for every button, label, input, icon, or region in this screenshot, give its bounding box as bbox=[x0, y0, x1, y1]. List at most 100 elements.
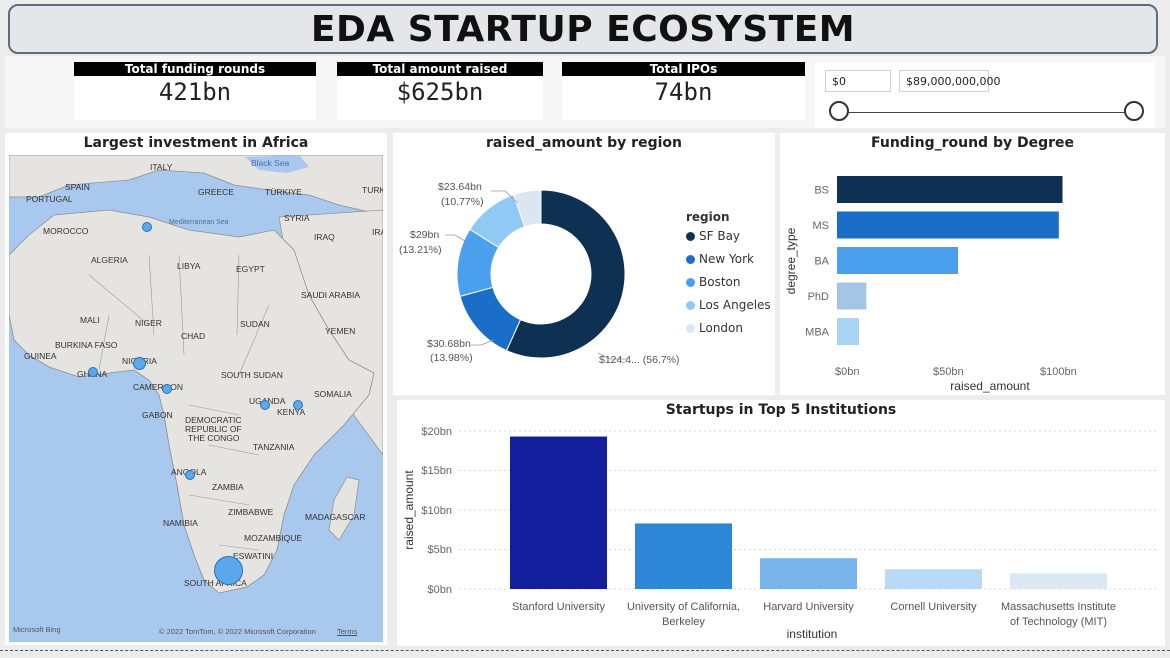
vbar-chart: $0bn $5bn $10bn $15bn $20bn Stanford Uni… bbox=[402, 426, 1157, 641]
africa-land-shape bbox=[9, 209, 375, 594]
slice-label: (10.77%) bbox=[441, 196, 484, 208]
y-axis-title: degree_type bbox=[784, 227, 798, 294]
donut-chart: $124.4... (56.7%) $30.68bn (13.98%) $29b… bbox=[399, 181, 680, 366]
slicer-min-input[interactable]: $0 bbox=[825, 70, 891, 92]
kpi-label: Total amount raised bbox=[337, 62, 543, 76]
callout-line bbox=[445, 234, 466, 242]
map-label: YEMEN bbox=[325, 326, 356, 336]
slicer-max-handle[interactable] bbox=[1124, 101, 1144, 121]
investment-bubble-algeria[interactable] bbox=[142, 222, 152, 232]
legend-swatch bbox=[686, 323, 695, 333]
y-tick: $20bn bbox=[421, 426, 452, 438]
kpi-value: 74bn bbox=[654, 78, 713, 106]
legend-item-boston[interactable]: Boston bbox=[686, 275, 740, 289]
investment-bubble-cameroon[interactable] bbox=[162, 384, 172, 394]
vbar-panel: Startups in Top 5 Institutions $0bn $5bn… bbox=[397, 400, 1165, 646]
kpi-value: 421bn bbox=[158, 78, 232, 106]
map-label: SPAIN bbox=[65, 182, 90, 192]
map-label: IRAQ bbox=[314, 232, 335, 242]
legend-swatch bbox=[686, 300, 695, 310]
legend-label: SF Bay bbox=[699, 229, 741, 243]
slicer-track[interactable] bbox=[839, 112, 1135, 113]
map-label: MALI bbox=[80, 315, 100, 325]
slicer-min-handle[interactable] bbox=[829, 101, 849, 121]
y-tick: $10bn bbox=[421, 505, 452, 517]
map-label: NAMIBIA bbox=[163, 518, 198, 528]
map-label: IRA bbox=[372, 227, 383, 237]
slicer-max-input[interactable]: $89,000,000,000 bbox=[899, 70, 1000, 92]
bar-institution-2[interactable] bbox=[635, 523, 732, 589]
callout-line bbox=[597, 352, 627, 360]
y-tick: BA bbox=[814, 256, 829, 268]
kpi-card-amount-raised: Total amount raised $625bn bbox=[337, 62, 543, 120]
map-label: SOMALIA bbox=[314, 389, 352, 399]
map-label: CHAD bbox=[181, 331, 206, 341]
map-label: MADAGASCAR bbox=[305, 512, 366, 522]
map-attribution: © 2022 TomTom, © 2022 Microsoft Corporat… bbox=[159, 627, 316, 636]
investment-bubble-ghana[interactable] bbox=[88, 367, 98, 377]
legend-item-london[interactable]: London bbox=[686, 321, 743, 335]
legend-item-los-angeles[interactable]: Los Angeles bbox=[686, 298, 771, 312]
map-label: EGYPT bbox=[236, 264, 265, 274]
bar-institution-5[interactable] bbox=[1010, 573, 1107, 589]
x-tick: Cornell University bbox=[890, 601, 977, 613]
map-label: SOUTH SUDAN bbox=[221, 370, 283, 380]
y-tick: MBA bbox=[805, 327, 830, 339]
legend-item-new-york[interactable]: New York bbox=[686, 252, 754, 266]
kpi-label: Total funding rounds bbox=[74, 62, 316, 76]
bar-institution-1[interactable] bbox=[510, 436, 607, 589]
map-label: THE CONGO bbox=[188, 433, 240, 443]
x-tick: $100bn bbox=[1040, 366, 1077, 378]
donut-slice-london[interactable] bbox=[512, 189, 542, 228]
y-tick: $0bn bbox=[428, 584, 452, 596]
y-tick: MS bbox=[813, 220, 830, 232]
terms-link[interactable]: Terms bbox=[337, 627, 358, 636]
kpi-card-ipos: Total IPOs 74bn bbox=[562, 62, 805, 120]
bar-ms[interactable] bbox=[837, 211, 1059, 239]
page-bottom-divider bbox=[0, 650, 1170, 651]
x-tick: University of California, bbox=[627, 601, 740, 613]
investment-bubble-nigeria[interactable] bbox=[133, 357, 146, 370]
bar-bs[interactable] bbox=[837, 176, 1063, 203]
country-borders bbox=[88, 254, 270, 551]
map-label: CAMEROON bbox=[133, 382, 184, 392]
map-label: ESWATINI bbox=[233, 551, 274, 561]
legend-item-sf-bay[interactable]: SF Bay bbox=[686, 229, 740, 243]
map-label: SUDAN bbox=[240, 319, 270, 329]
x-tick: $50bn bbox=[933, 366, 964, 378]
x-tick: of Technology (MIT) bbox=[1010, 616, 1107, 628]
investment-bubble-south-africa[interactable] bbox=[214, 556, 243, 585]
y-tick: BS bbox=[814, 185, 829, 197]
map-label: SYRIA bbox=[284, 213, 310, 223]
kpi-value: $625bn bbox=[396, 78, 484, 106]
bar-institution-4[interactable] bbox=[885, 569, 982, 589]
donut-slice-sf-bay[interactable] bbox=[505, 189, 626, 359]
investment-bubble-uganda[interactable] bbox=[260, 400, 270, 410]
slice-label: (13.98%) bbox=[430, 352, 473, 364]
map-label: ITALY bbox=[150, 162, 173, 172]
hbar-title: Funding_round by Degree bbox=[870, 135, 1074, 151]
amount-range-slicer: $0 $89,000,000,000 bbox=[815, 62, 1155, 128]
africa-map[interactable]: Black Sea ITALY SPAIN PORTUGAL GREECE TÜ… bbox=[9, 155, 383, 642]
map-label: ZAMBIA bbox=[212, 482, 244, 492]
x-tick: $0bn bbox=[835, 366, 859, 378]
x-axis-title: raised_amount bbox=[950, 379, 1030, 393]
y-tick: $5bn bbox=[428, 544, 452, 556]
bar-ba[interactable] bbox=[837, 247, 958, 274]
map-label: PORTUGAL bbox=[26, 194, 73, 204]
map-label: KENYA bbox=[277, 407, 306, 417]
x-axis-title: institution bbox=[787, 627, 838, 641]
investment-bubble-angola[interactable] bbox=[185, 470, 195, 480]
legend-swatch bbox=[686, 254, 695, 264]
hbar-chart: BS MS BA PhD MBA $0bn $50bn $100bn raised_am… bbox=[784, 176, 1077, 393]
investment-bubble-kenya[interactable] bbox=[293, 400, 303, 410]
bar-mba[interactable] bbox=[837, 318, 859, 345]
map-label: SAUDI ARABIA bbox=[301, 290, 361, 300]
bar-institution-3[interactable] bbox=[760, 558, 857, 589]
dashboard-title: EDA STARTUP ECOSYSTEM bbox=[310, 8, 856, 50]
donut-title: raised_amount by region bbox=[486, 135, 682, 151]
x-tick: Massachusetts Institute bbox=[1001, 601, 1116, 613]
x-tick: Stanford University bbox=[512, 601, 605, 613]
x-tick: Berkeley bbox=[662, 616, 705, 628]
bar-phd[interactable] bbox=[837, 282, 867, 310]
